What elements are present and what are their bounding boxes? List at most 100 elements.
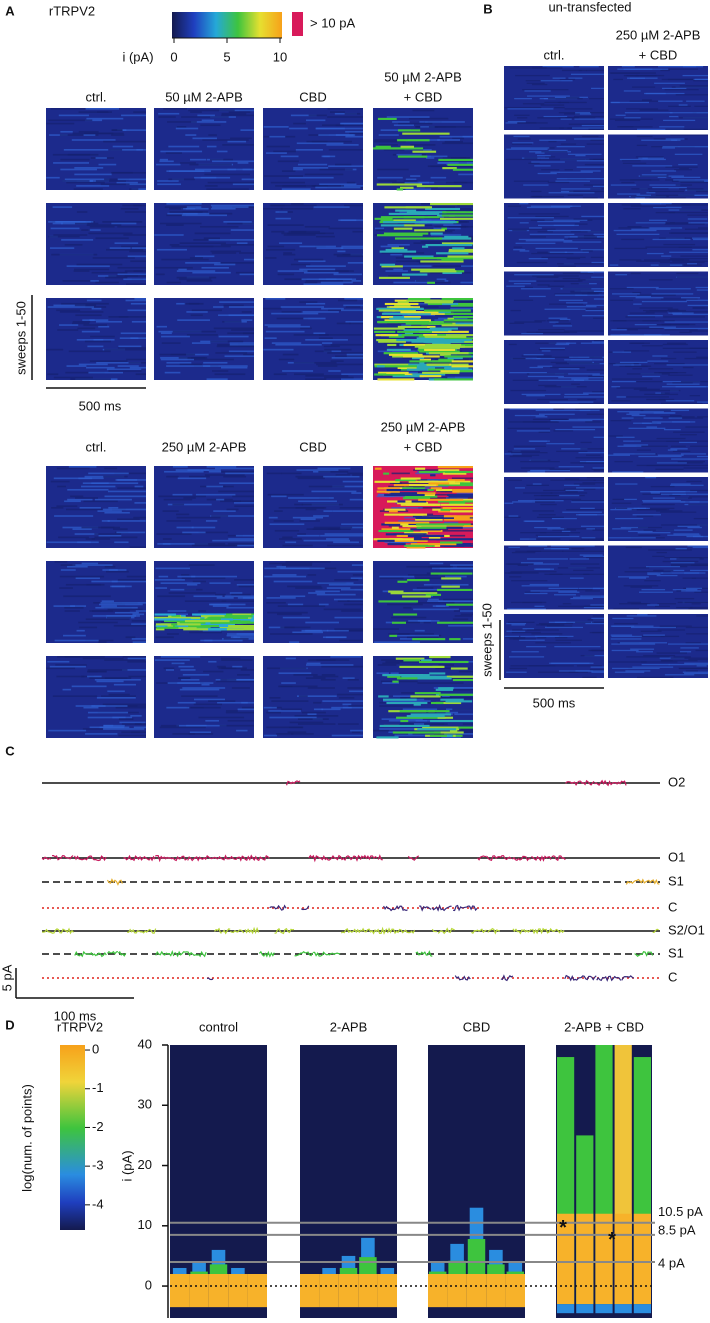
tile-noise [316,593,356,596]
tile-event [170,613,176,616]
tile-noise [571,501,604,503]
tile-noise [292,631,324,634]
tile-noise [289,721,324,724]
tile-event [419,358,431,361]
tile-noise [630,205,667,207]
tile-noise [305,677,326,679]
trace [634,951,654,957]
tile-event [399,665,445,668]
tile-noise [675,94,708,96]
tile-noise [241,319,253,321]
tile-event [402,525,432,528]
tile-noise [570,283,590,285]
tile-noise [616,327,663,330]
tile-event [403,659,421,662]
tile-noise [593,436,604,438]
tile-noise [662,87,687,90]
tile-noise [439,135,473,138]
tile-noise [193,703,222,706]
tile-noise [670,448,688,450]
tile-noise [653,569,674,572]
tile-noise [85,108,120,110]
tile-noise [95,281,119,284]
tile-noise [590,256,604,259]
tile-noise [228,314,254,317]
tile-noise [530,590,578,592]
tile-noise [656,652,687,654]
tile-noise [188,475,210,478]
tile-noise [633,417,644,419]
tile-noise [266,602,286,604]
tile-noise [156,163,181,166]
tile-noise [611,386,621,388]
tile-noise [438,600,473,602]
tile-noise [56,505,78,507]
tile-noise [444,140,463,143]
tile-event [374,467,382,470]
tile-event [400,311,439,314]
tile-noise [273,520,294,522]
label: D [5,1017,14,1032]
tile-noise [432,657,447,660]
tile-noise [317,365,338,367]
hist-core [170,1274,190,1308]
tile-noise [73,270,90,272]
tile-noise [430,234,462,236]
tile-event [447,493,473,497]
tile-noise [631,228,671,230]
tile-noise [388,633,410,635]
tile-noise [289,641,300,643]
tile-noise [395,257,416,259]
heatmap-tile [263,108,363,190]
tile-noise [556,146,585,148]
tile-noise [335,629,363,632]
tile-noise [271,204,317,207]
tile-noise [517,122,537,124]
tile-event [410,528,441,531]
tile-event [452,250,462,253]
tile-noise [506,148,548,150]
tile-event [402,487,426,490]
tile-noise [686,633,708,635]
tile-noise [230,636,241,639]
tile-event [373,327,405,330]
tile-noise [660,203,672,205]
tile-noise [691,603,701,605]
tile-noise [662,560,699,563]
tile-noise [504,453,522,455]
tile-noise [614,119,641,122]
tile-noise [611,400,631,402]
tile-noise [169,207,184,210]
tile-noise [428,126,472,128]
tile-event [154,613,176,616]
tile-noise [62,526,99,529]
tile-noise [55,664,87,666]
tile-noise [158,575,169,578]
tile-noise [449,729,473,732]
tile-noise [675,184,693,186]
tile-noise [195,168,237,171]
tile-noise [515,74,550,77]
tile-noise [167,503,212,506]
tile-noise [64,500,81,503]
tile-noise [535,416,548,418]
tile-noise [206,212,233,215]
heatmap-tile [373,466,473,549]
tile-noise [513,180,550,182]
tile-noise [292,516,324,519]
tile-noise [525,357,541,360]
tile-noise [688,658,708,661]
tile-noise [444,677,473,679]
tile-noise [101,526,115,529]
tile-noise [611,101,620,104]
trace [454,975,471,981]
tile-noise [427,479,451,481]
tile-event [438,687,454,690]
hist-core [447,1274,467,1308]
label: 4 pA [658,1255,685,1270]
tile-noise [694,674,708,676]
tile-noise [634,635,665,638]
tile-noise [550,205,581,207]
tile-noise [582,482,604,484]
tile-noise [571,378,589,380]
